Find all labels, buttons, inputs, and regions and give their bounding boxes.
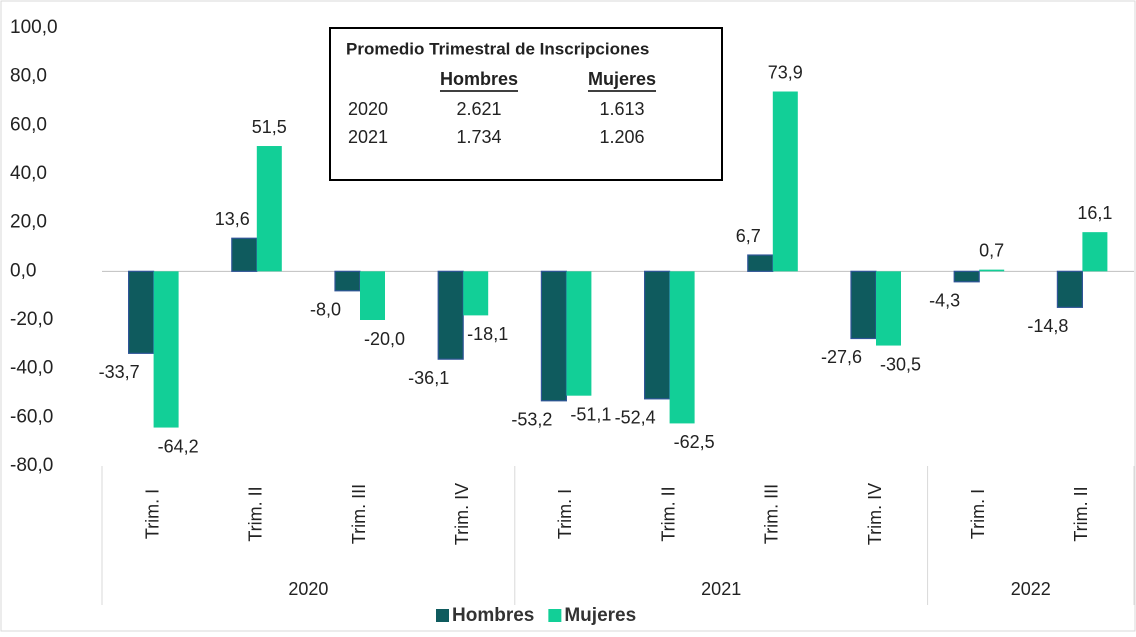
data-label: 51,5 xyxy=(252,117,287,137)
inset-cell: 1.206 xyxy=(599,127,644,147)
bar xyxy=(540,270,568,402)
data-label: -33,7 xyxy=(99,362,140,382)
data-label: -14,8 xyxy=(1027,316,1068,336)
data-label: -53,2 xyxy=(511,410,552,430)
data-label: 13,6 xyxy=(215,209,250,229)
inset-column-header: Hombres xyxy=(440,69,518,89)
bar xyxy=(566,271,592,396)
data-label: 73,9 xyxy=(768,62,803,82)
bar xyxy=(669,271,695,424)
bar xyxy=(334,270,361,292)
x-tick-label: Trim. II xyxy=(658,486,678,541)
data-label: -27,6 xyxy=(821,347,862,367)
data-label: -36,1 xyxy=(408,368,449,388)
inset-box xyxy=(329,27,723,181)
data-label: 16,1 xyxy=(1077,203,1112,223)
legend-swatch xyxy=(548,609,562,622)
group-label: 2021 xyxy=(701,579,741,599)
data-label: -20,0 xyxy=(364,329,405,349)
data-label: -64,2 xyxy=(158,436,199,456)
y-tick-label: -20,0 xyxy=(10,309,53,330)
inset-cell: 2020 xyxy=(348,99,388,119)
x-tick-label: Trim. III xyxy=(762,484,782,544)
data-label: 0,7 xyxy=(979,240,1004,260)
bar xyxy=(953,270,980,283)
y-tick-label: 20,0 xyxy=(10,212,47,233)
x-tick-label: Trim. II xyxy=(246,486,266,541)
y-tick-label: -40,0 xyxy=(10,358,53,379)
bar xyxy=(231,237,258,272)
x-tick-label: Trim. I xyxy=(968,489,988,539)
bar xyxy=(772,91,798,272)
y-tick-label: 40,0 xyxy=(10,163,47,184)
data-label: 6,7 xyxy=(736,226,761,246)
bar xyxy=(128,270,155,354)
y-tick-label: -80,0 xyxy=(10,455,53,476)
bar xyxy=(876,271,901,346)
x-tick-label: Trim. III xyxy=(349,484,369,544)
group-label: 2020 xyxy=(288,579,328,599)
inset-cell: 2.621 xyxy=(456,99,501,119)
x-tick-label: Trim. I xyxy=(555,489,575,539)
x-tick-label: Trim. II xyxy=(1071,486,1091,541)
inset-cell: 1.613 xyxy=(599,99,644,119)
data-label: -18,1 xyxy=(467,324,508,344)
x-tick-label: Trim. I xyxy=(142,489,162,539)
bar xyxy=(1056,270,1084,308)
y-tick-label: 80,0 xyxy=(10,66,47,87)
data-label: -62,5 xyxy=(674,432,715,452)
y-tick-label: 0,0 xyxy=(10,260,36,281)
legend-swatch xyxy=(436,609,449,622)
data-label: -30,5 xyxy=(880,354,921,374)
bar xyxy=(256,146,282,272)
data-label: -51,1 xyxy=(570,404,611,424)
data-label: -8,0 xyxy=(310,300,341,320)
inset-title: Promedio Trimestral de Inscripciones xyxy=(346,39,649,58)
inset-column-header: Mujeres xyxy=(588,69,656,89)
y-tick-label: -60,0 xyxy=(10,406,53,427)
bar xyxy=(153,271,179,428)
x-tick-label: Trim. IV xyxy=(865,483,885,545)
legend-label: Mujeres xyxy=(564,605,636,626)
bar xyxy=(643,270,671,400)
legend-label: Hombres xyxy=(452,605,534,626)
group-label: 2022 xyxy=(1011,579,1051,599)
bar xyxy=(747,254,774,272)
bar xyxy=(437,270,464,360)
data-label: -4,3 xyxy=(929,291,960,311)
inset-cell: 2021 xyxy=(348,127,388,147)
x-tick-label: Trim. IV xyxy=(452,483,472,545)
bar xyxy=(360,271,385,320)
bar xyxy=(979,269,1005,272)
inset-cell: 1.734 xyxy=(456,127,501,147)
y-tick-label: 100,0 xyxy=(10,17,58,38)
bar xyxy=(1082,232,1108,272)
bar xyxy=(850,270,877,340)
inset-table: Promedio Trimestral de Inscripciones Homb… xyxy=(329,27,723,181)
y-tick-label: 60,0 xyxy=(10,114,47,135)
data-label: -52,4 xyxy=(615,408,656,428)
bar xyxy=(463,271,489,316)
